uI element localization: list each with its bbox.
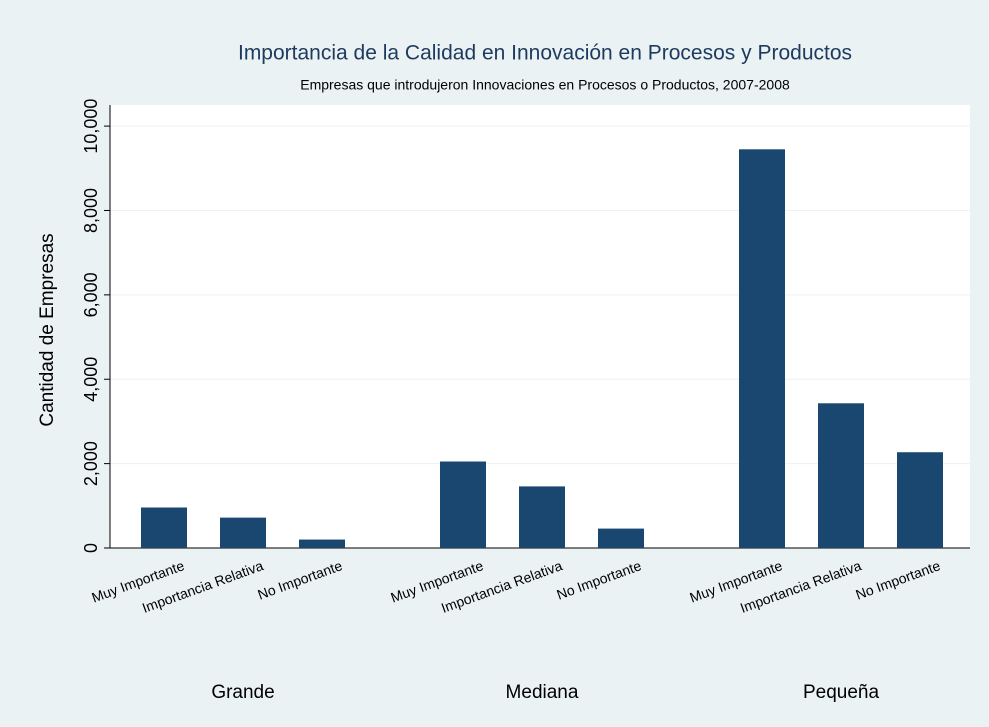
- y-tick-label: 2,000: [81, 441, 101, 486]
- bar: [897, 452, 943, 548]
- y-tick-label: 0: [81, 543, 101, 553]
- y-tick-label: 8,000: [81, 188, 101, 233]
- y-tick-label: 6,000: [81, 272, 101, 317]
- bar: [141, 507, 187, 548]
- y-tick-label: 10,000: [81, 99, 101, 154]
- y-tick-label: 4,000: [81, 357, 101, 402]
- bar: [299, 539, 345, 548]
- group-label: Mediana: [506, 682, 579, 703]
- chart-title: Importancia de la Calidad en Innovación …: [238, 42, 852, 65]
- group-label: Grande: [211, 682, 274, 703]
- bar: [519, 486, 565, 548]
- bar: [598, 528, 644, 548]
- bar: [818, 403, 864, 548]
- group-label: Pequeña: [803, 682, 880, 703]
- bar: [440, 461, 486, 548]
- bar: [220, 517, 266, 548]
- chart-subtitle: Empresas que introdujeron Innovaciones e…: [300, 77, 790, 93]
- bar: [739, 149, 785, 549]
- y-axis-title: Cantidad de Empresas: [37, 233, 58, 426]
